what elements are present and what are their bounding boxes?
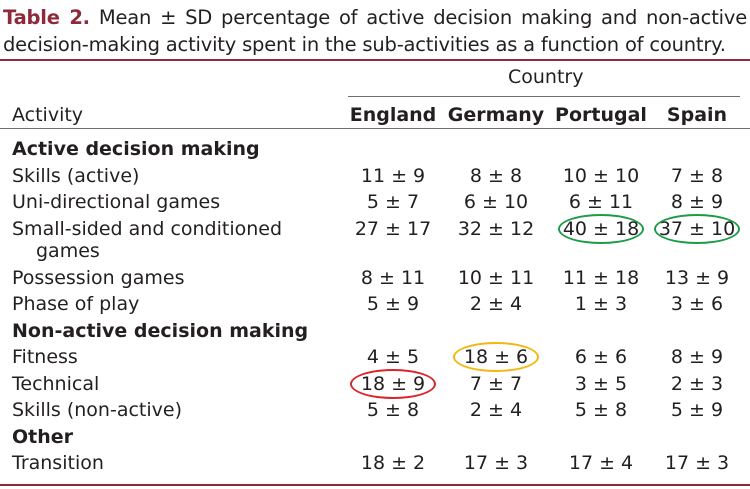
highlight-ellipse — [350, 368, 436, 399]
column-header-england: England — [349, 104, 437, 126]
country-underline — [348, 96, 740, 97]
table-cell: 8 ± 9 — [670, 191, 724, 213]
table-cell: 17 ± 3 — [463, 452, 529, 474]
top-rule — [0, 59, 750, 61]
table-cell: 18 ± 2 — [360, 452, 426, 474]
row-label-continuation: games — [36, 240, 100, 262]
table-cell: 8 ± 8 — [469, 164, 523, 187]
table-cell: 5 ± 9 — [366, 293, 420, 315]
table-cell: 6 ± 6 — [574, 346, 628, 368]
table-cell: 7 ± 8 — [670, 164, 724, 187]
table-cell: 8 ± 11 — [360, 266, 426, 289]
table-caption: Table 2. Mean ± SD percentage of active … — [3, 4, 747, 58]
section-title: Non-active decision making — [12, 319, 309, 342]
table-cell: 17 ± 3 — [664, 452, 730, 474]
table-cell: 3 ± 5 — [574, 372, 628, 395]
table-cell: 2 ± 4 — [469, 399, 523, 421]
table-cell: 2 ± 4 — [469, 293, 523, 315]
row-label: Skills (active) — [12, 164, 140, 187]
caption-text: Mean ± SD percentage of active decision … — [3, 6, 748, 56]
table-cell: 6 ± 11 — [568, 191, 634, 213]
row-label: Small-sided and conditioned — [12, 217, 283, 240]
row-label: Possession games — [12, 266, 185, 289]
highlight-ellipse — [453, 342, 539, 372]
bottom-rule — [0, 484, 750, 486]
table-cell: 5 ± 9 — [670, 399, 724, 421]
section-title: Active decision making — [12, 138, 260, 160]
table-cell: 4 ± 5 — [366, 346, 420, 368]
table-label: Table 2. — [3, 6, 90, 29]
row-label: Uni-directional games — [12, 191, 221, 213]
row-label: Technical — [12, 372, 100, 395]
table-cell: 11 ± 9 — [360, 164, 426, 187]
section-title: Other — [12, 425, 74, 448]
table-cell: 3 ± 6 — [670, 293, 724, 315]
table-cell: 13 ± 9 — [664, 266, 730, 289]
table-cell: 2 ± 3 — [670, 372, 724, 395]
highlight-ellipse — [654, 213, 740, 244]
table-cell: 1 ± 3 — [574, 293, 628, 315]
row-label: Transition — [12, 452, 104, 474]
table-cell: 5 ± 8 — [366, 399, 420, 421]
activity-header: Activity — [12, 104, 84, 126]
table-cell: 7 ± 7 — [469, 372, 523, 395]
row-label: Fitness — [12, 346, 78, 368]
column-header-portugal: Portugal — [555, 104, 647, 126]
highlight-ellipse — [558, 213, 644, 244]
column-header-spain: Spain — [666, 104, 728, 126]
column-header-germany: Germany — [447, 104, 545, 126]
table-cell: 17 ± 4 — [568, 452, 634, 474]
table-cell: 6 ± 10 — [463, 191, 529, 213]
row-label: Skills (non-active) — [12, 399, 182, 421]
table-cell: 8 ± 9 — [670, 346, 724, 368]
table-cell: 5 ± 7 — [366, 191, 420, 213]
header-rule — [0, 128, 750, 129]
table-cell: 10 ± 11 — [457, 266, 535, 289]
country-header: Country — [508, 66, 584, 88]
table-cell: 27 ± 17 — [354, 217, 432, 240]
table-cell: 11 ± 18 — [562, 266, 640, 289]
row-label: Phase of play — [12, 293, 140, 315]
table-cell: 5 ± 8 — [574, 399, 628, 421]
table-cell: 10 ± 10 — [562, 164, 640, 187]
table-cell: 32 ± 12 — [457, 217, 535, 240]
